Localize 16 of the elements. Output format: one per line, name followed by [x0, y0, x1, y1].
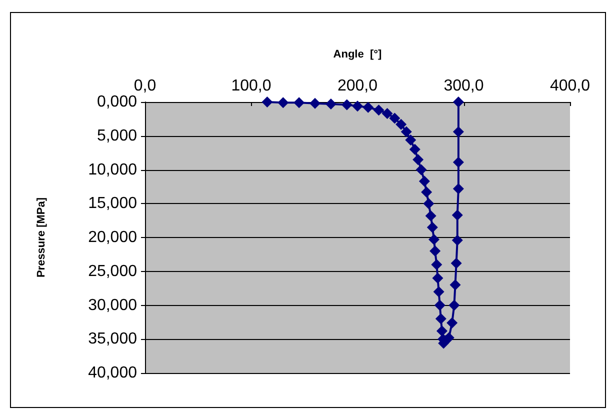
x-tick-label: 200,0	[337, 78, 378, 94]
x-tick-label: 100,0	[231, 78, 272, 94]
y-tick-label: 30,000	[88, 296, 138, 314]
y-tick-label: 35,000	[88, 330, 138, 348]
x-axis-title: Angle [°]	[333, 48, 382, 60]
x-tick-label: 300,0	[444, 78, 484, 94]
y-tick-label: 5,000	[96, 127, 138, 144]
y-axis-title: Pressure [MPa]	[36, 197, 48, 278]
y-tick-label: 0,000	[96, 94, 138, 110]
y-tick-label: 10,000	[88, 161, 138, 178]
y-tick-label: 15,000	[88, 195, 138, 212]
y-tick-label: 40,000	[88, 364, 138, 382]
y-tick-label: 20,000	[88, 229, 138, 246]
x-tick-label: 0,0	[134, 78, 156, 94]
y-tick-label: 25,000	[88, 262, 138, 280]
x-tick-label: 400,0	[550, 78, 590, 94]
